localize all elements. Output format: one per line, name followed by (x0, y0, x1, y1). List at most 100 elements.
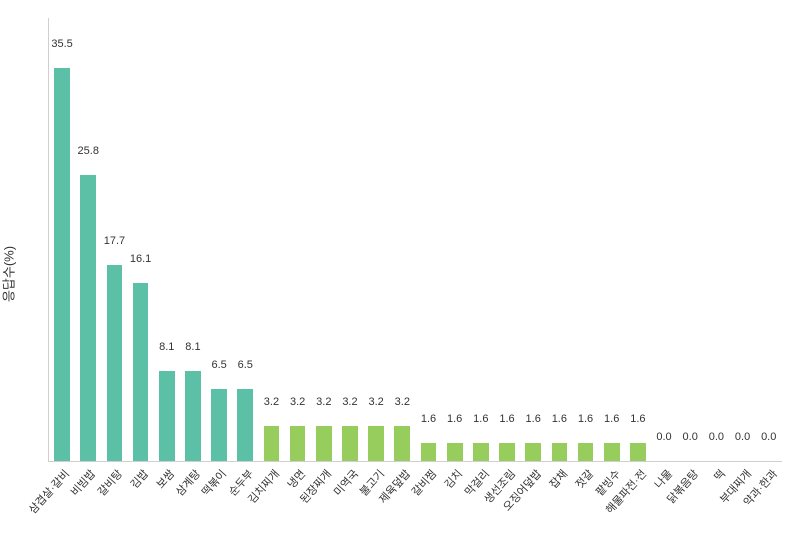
x-label-slot: 약과·한과 (756, 462, 782, 548)
bar-value-label: 3.2 (342, 396, 357, 411)
x-label-slot: 김밥 (127, 462, 153, 548)
bar-value-label: 1.6 (526, 413, 541, 428)
bar (264, 426, 280, 461)
bar (237, 389, 253, 461)
x-axis-label: 삼겹살·갈비 (25, 466, 73, 517)
bar-value-label: 8.1 (185, 341, 200, 356)
x-label-slot: 제육덮밥 (389, 462, 415, 548)
x-label-slot: 해물파전·전 (625, 462, 651, 548)
bar-value-label: 8.1 (159, 341, 174, 356)
bar-value-label: 0.0 (709, 431, 724, 446)
bar (316, 426, 332, 461)
bar (394, 426, 410, 461)
bar (630, 443, 646, 461)
bar-slot: 35.5 (49, 18, 75, 461)
bar-value-label: 3.2 (395, 396, 410, 411)
bar-slot: 1.6 (572, 18, 598, 461)
bar (54, 68, 70, 461)
bar-value-label: 25.8 (78, 145, 99, 160)
bar (80, 175, 96, 461)
bar-slot: 1.6 (546, 18, 572, 461)
x-label-slot: 젓갈 (572, 462, 598, 548)
bar-slot: 3.2 (311, 18, 337, 461)
bar-slot: 1.6 (520, 18, 546, 461)
bar-value-label: 1.6 (499, 413, 514, 428)
bar (211, 389, 227, 461)
bar (159, 371, 175, 461)
bar (499, 443, 515, 461)
x-label-slot: 된장찌개 (310, 462, 336, 548)
bar-value-label: 1.6 (604, 413, 619, 428)
x-label-slot: 갈비찜 (415, 462, 441, 548)
bar (133, 283, 149, 461)
bar-slot: 1.6 (599, 18, 625, 461)
bar-value-label: 16.1 (130, 253, 151, 268)
x-label-slot: 오징어덮밥 (520, 462, 546, 548)
bar-value-label: 0.0 (656, 431, 671, 446)
bar-value-label: 1.6 (421, 413, 436, 428)
bar-slot: 3.2 (389, 18, 415, 461)
bar-slot: 0.0 (651, 18, 677, 461)
bar-value-label: 3.2 (290, 396, 305, 411)
bar-slot: 0.0 (703, 18, 729, 461)
bar-chart: 응답수(%) 35.5 25.8 17.7 16.1 8.1 8.1 6.5 6.5 3.2 3.… (0, 0, 800, 548)
x-label-slot: 김치찌개 (258, 462, 284, 548)
x-label-slot: 미역국 (336, 462, 362, 548)
bar-value-label: 1.6 (578, 413, 593, 428)
bar-slot: 16.1 (128, 18, 154, 461)
x-label-slot: 보쌈 (153, 462, 179, 548)
bar-slot: 8.1 (180, 18, 206, 461)
bar (185, 371, 201, 461)
bar-value-label: 0.0 (761, 431, 776, 446)
bar-slot: 0.0 (756, 18, 782, 461)
x-labels-container: 삼겹살·갈비비빔밥갈비탕김밥보쌈삼계탕떡볶이순두부김치찌개냉면된장찌개미역국불고… (48, 462, 782, 548)
bar-value-label: 1.6 (552, 413, 567, 428)
bar (604, 443, 620, 461)
bar (368, 426, 384, 461)
bar (342, 426, 358, 461)
x-label-slot: 삼겹살·갈비 (48, 462, 74, 548)
bar-slot: 3.2 (337, 18, 363, 461)
bar-slot: 6.5 (206, 18, 232, 461)
bar (552, 443, 568, 461)
x-label-slot: 갈비탕 (100, 462, 126, 548)
x-label-slot: 김치 (441, 462, 467, 548)
bar-slot: 1.6 (468, 18, 494, 461)
bar-slot: 3.2 (258, 18, 284, 461)
bar-value-label: 17.7 (104, 235, 125, 250)
bar-slot: 17.7 (101, 18, 127, 461)
bar-value-label: 3.2 (316, 396, 331, 411)
bar-value-label: 6.5 (211, 359, 226, 374)
x-axis-label: 잡채 (546, 466, 571, 492)
bar-value-label: 1.6 (447, 413, 462, 428)
bar-value-label: 1.6 (473, 413, 488, 428)
bar (421, 443, 437, 461)
x-label-slot: 떡볶이 (205, 462, 231, 548)
bar (473, 443, 489, 461)
plot-area: 35.5 25.8 17.7 16.1 8.1 8.1 6.5 6.5 3.2 3.2 3.2 3.2… (48, 18, 782, 462)
bar-slot: 0.0 (677, 18, 703, 461)
bar (578, 443, 594, 461)
bars-container: 35.5 25.8 17.7 16.1 8.1 8.1 6.5 6.5 3.2 3.2 3.2 3.2… (49, 18, 782, 461)
x-label-slot: 비빔밥 (74, 462, 100, 548)
bar-slot: 3.2 (285, 18, 311, 461)
x-label-slot: 삼계탕 (179, 462, 205, 548)
bar-slot: 0.0 (729, 18, 755, 461)
bar-slot: 1.6 (415, 18, 441, 461)
x-axis-label: 떡 (710, 466, 729, 484)
bar-slot: 1.6 (625, 18, 651, 461)
bar-slot: 3.2 (363, 18, 389, 461)
bar (525, 443, 541, 461)
bar-slot: 1.6 (442, 18, 468, 461)
y-axis-label: 응답수(%) (0, 246, 18, 302)
bar-value-label: 6.5 (238, 359, 253, 374)
bar-slot: 1.6 (494, 18, 520, 461)
bar-slot: 6.5 (232, 18, 258, 461)
bar-slot: 8.1 (154, 18, 180, 461)
bar-value-label: 0.0 (683, 431, 698, 446)
bar (447, 443, 463, 461)
bar (107, 265, 123, 461)
bar-slot: 25.8 (75, 18, 101, 461)
x-axis-label: 김밥 (126, 466, 151, 492)
bar-value-label: 35.5 (51, 38, 72, 53)
